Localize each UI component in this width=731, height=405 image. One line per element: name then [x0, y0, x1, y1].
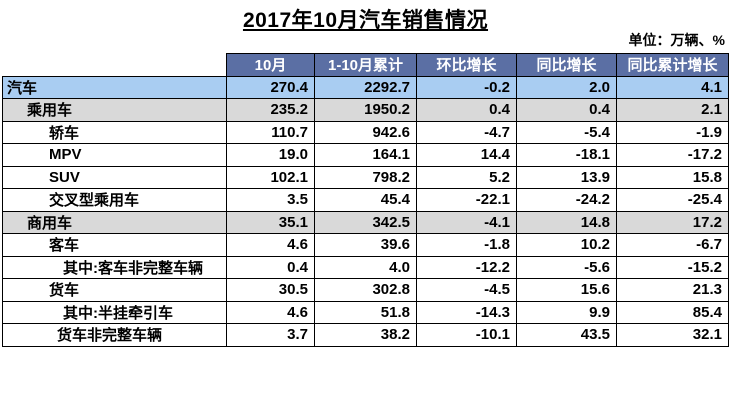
table-cell: 2.1 [616, 98, 729, 122]
col-header: 10月 [226, 53, 315, 77]
table-cell: 4.1 [616, 75, 729, 99]
table-cell: 35.1 [226, 210, 315, 234]
header-row: 10月 1-10月累计 环比增长 同比增长 同比累计增长 [2, 53, 729, 77]
row-label: 乘用车 [2, 98, 227, 122]
table-cell: 10.2 [516, 233, 617, 257]
row-label: 货车非完整车辆 [2, 323, 227, 347]
table-row: 乘用车 235.2 1950.2 0.4 0.4 2.1 [2, 98, 729, 122]
table-row: 汽车 270.4 2292.7 -0.2 2.0 4.1 [2, 75, 729, 99]
table-cell: 4.6 [226, 233, 315, 257]
table-cell: -4.5 [416, 278, 517, 302]
table-cell: -4.1 [416, 210, 517, 234]
table-cell: 32.1 [616, 323, 729, 347]
row-label: 货车 [2, 278, 227, 302]
table-cell: -18.1 [516, 143, 617, 167]
table-cell: -25.4 [616, 188, 729, 212]
col-header: 环比增长 [416, 53, 517, 77]
table-cell: 0.4 [516, 98, 617, 122]
table-cell: -14.3 [416, 300, 517, 324]
table-cell: -1.8 [416, 233, 517, 257]
table-row: 轿车 110.7 942.6 -4.7 -5.4 -1.9 [2, 120, 729, 144]
table-cell: 21.3 [616, 278, 729, 302]
table-cell: 51.8 [314, 300, 417, 324]
table-cell: 270.4 [226, 75, 315, 99]
table-cell: 38.2 [314, 323, 417, 347]
table-cell: 2292.7 [314, 75, 417, 99]
table-cell: -10.1 [416, 323, 517, 347]
col-header: 同比累计增长 [616, 53, 729, 77]
table-cell: 9.9 [516, 300, 617, 324]
table-cell: -15.2 [616, 255, 729, 279]
table-cell: 85.4 [616, 300, 729, 324]
table-cell: 5.2 [416, 165, 517, 189]
table-cell: 342.5 [314, 210, 417, 234]
table-cell: 30.5 [226, 278, 315, 302]
sales-table: 10月 1-10月累计 环比增长 同比增长 同比累计增长 汽车 270.4 22… [2, 53, 729, 347]
table-cell: 1950.2 [314, 98, 417, 122]
table-row: 其中:半挂牵引车 4.6 51.8 -14.3 9.9 85.4 [2, 300, 729, 324]
row-label: 交叉型乘用车 [2, 188, 227, 212]
table-cell: -6.7 [616, 233, 729, 257]
table-cell: -5.4 [516, 120, 617, 144]
table-cell: 2.0 [516, 75, 617, 99]
table-cell: 235.2 [226, 98, 315, 122]
table-cell: -4.7 [416, 120, 517, 144]
table-row: MPV 19.0 164.1 14.4 -18.1 -17.2 [2, 143, 729, 167]
row-label: 客车 [2, 233, 227, 257]
table-cell: 14.4 [416, 143, 517, 167]
table-cell: 110.7 [226, 120, 315, 144]
table-row: 货车 30.5 302.8 -4.5 15.6 21.3 [2, 278, 729, 302]
row-label: 其中:客车非完整车辆 [2, 255, 227, 279]
table-cell: 3.7 [226, 323, 315, 347]
col-header: 1-10月累计 [314, 53, 417, 77]
header-corner [2, 53, 227, 77]
table-cell: -5.6 [516, 255, 617, 279]
table-cell: 15.8 [616, 165, 729, 189]
table-row: 商用车 35.1 342.5 -4.1 14.8 17.2 [2, 210, 729, 234]
table-cell: 798.2 [314, 165, 417, 189]
table-cell: 0.4 [226, 255, 315, 279]
row-label: SUV [2, 165, 227, 189]
table-row: 交叉型乘用车 3.5 45.4 -22.1 -24.2 -25.4 [2, 188, 729, 212]
table-cell: 39.6 [314, 233, 417, 257]
row-label: 商用车 [2, 210, 227, 234]
row-label: 轿车 [2, 120, 227, 144]
table-cell: 302.8 [314, 278, 417, 302]
table-cell: 45.4 [314, 188, 417, 212]
row-label: MPV [2, 143, 227, 167]
table-row: 客车 4.6 39.6 -1.8 10.2 -6.7 [2, 233, 729, 257]
table-row: 其中:客车非完整车辆 0.4 4.0 -12.2 -5.6 -15.2 [2, 255, 729, 279]
table-cell: 15.6 [516, 278, 617, 302]
table-cell: -12.2 [416, 255, 517, 279]
table-row: 货车非完整车辆 3.7 38.2 -10.1 43.5 32.1 [2, 323, 729, 347]
table-cell: 164.1 [314, 143, 417, 167]
table-row: SUV 102.1 798.2 5.2 13.9 15.8 [2, 165, 729, 189]
row-label: 汽车 [2, 75, 227, 99]
table-cell: 102.1 [226, 165, 315, 189]
table-cell: 942.6 [314, 120, 417, 144]
table-cell: 4.0 [314, 255, 417, 279]
table-cell: 14.8 [516, 210, 617, 234]
table-cell: -1.9 [616, 120, 729, 144]
table-cell: 43.5 [516, 323, 617, 347]
table-cell: 13.9 [516, 165, 617, 189]
table-cell: -24.2 [516, 188, 617, 212]
row-label: 其中:半挂牵引车 [2, 300, 227, 324]
table-cell: 4.6 [226, 300, 315, 324]
table-cell: 17.2 [616, 210, 729, 234]
table-cell: 3.5 [226, 188, 315, 212]
table-cell: 0.4 [416, 98, 517, 122]
table-cell: -17.2 [616, 143, 729, 167]
table-cell: 19.0 [226, 143, 315, 167]
table-cell: -22.1 [416, 188, 517, 212]
unit-label: 单位：万辆、% [628, 32, 725, 48]
col-header: 同比增长 [516, 53, 617, 77]
table-cell: -0.2 [416, 75, 517, 99]
page-title: 2017年10月汽车销售情况 [242, 9, 489, 32]
